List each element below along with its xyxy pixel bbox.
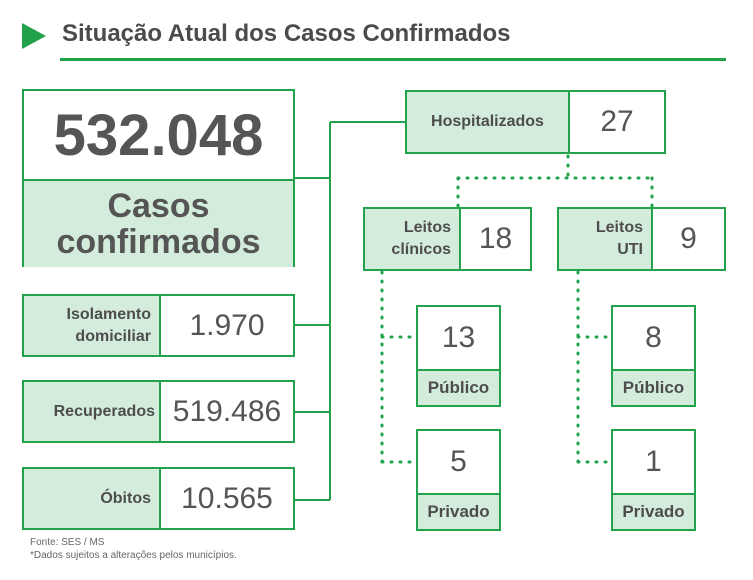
home-isolation-label-line2: domiciliar [75, 327, 151, 345]
deaths-label: Óbitos [22, 467, 161, 530]
icu-beds-label-line1: Leitos [595, 219, 643, 236]
source-note: Fonte: SES / MS [30, 537, 105, 548]
icu-beds-value: 9 [651, 207, 726, 271]
icu-private-value: 1 [611, 429, 696, 495]
recovered-value: 519.486 [159, 380, 295, 443]
hospitalized-value: 27 [568, 90, 666, 154]
home-isolation-value: 1.970 [159, 294, 295, 357]
clinical-public-label: Público [416, 369, 501, 407]
total-cases-label-line1: Casos [107, 187, 210, 225]
deaths-value: 10.565 [159, 467, 295, 530]
clinical-private-value: 5 [416, 429, 501, 495]
total-cases-card: 532.048 Casos confirmados [22, 89, 295, 267]
icu-public-value: 8 [611, 305, 696, 371]
clinical-beds-value: 18 [459, 207, 532, 271]
icu-beds-label: Leitos UTI [557, 207, 653, 271]
disclaimer-note: *Dados sujeitos a alterações pelos munic… [30, 550, 237, 561]
clinical-beds-label-line2: clínicos [391, 241, 451, 258]
page-title: Situação Atual dos Casos Confirmados [62, 20, 511, 47]
clinical-beds-label-line1: Leitos [403, 219, 451, 236]
total-cases-label: Casos confirmados [24, 181, 293, 267]
icu-public-label: Público [611, 369, 696, 407]
hospitalized-label: Hospitalizados [405, 90, 570, 154]
home-isolation-label-line1: Isolamento [66, 305, 151, 323]
clinical-private-label: Privado [416, 493, 501, 531]
header-arrow-icon [22, 23, 46, 49]
total-cases-value: 532.048 [24, 91, 293, 181]
icu-beds-label-line2: UTI [617, 241, 643, 258]
clinical-public-value: 13 [416, 305, 501, 371]
recovered-label: Recuperados [22, 380, 161, 443]
icu-private-label: Privado [611, 493, 696, 531]
total-cases-label-line2: confirmados [56, 223, 261, 261]
clinical-beds-label: Leitos clínicos [363, 207, 461, 271]
home-isolation-label: Isolamento domiciliar [22, 294, 161, 357]
header-underline [60, 58, 726, 61]
